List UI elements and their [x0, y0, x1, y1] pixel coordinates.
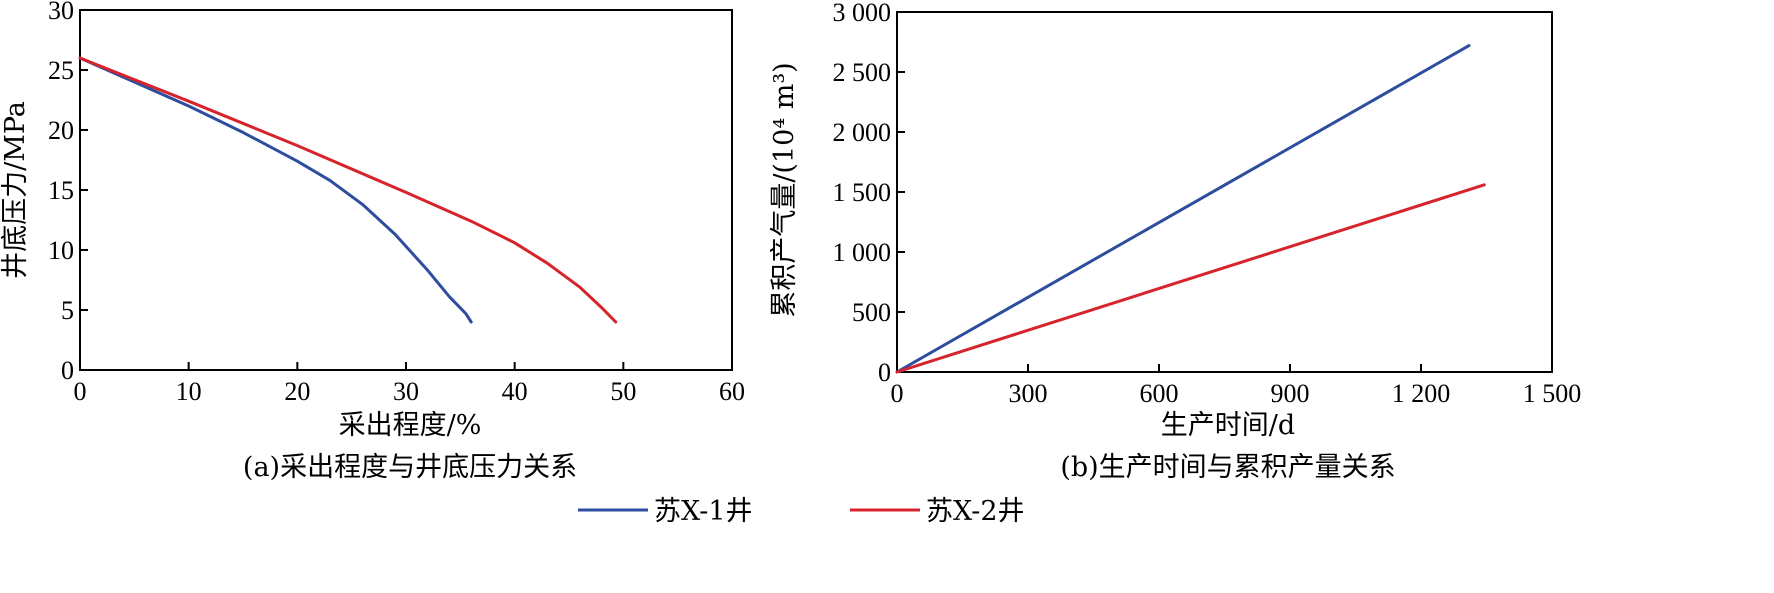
y-tick-label: 2 000	[833, 118, 892, 147]
y-tick-label: 20	[48, 116, 74, 145]
y-tick-label: 1 500	[833, 178, 892, 207]
panel-b-plot-frame	[896, 11, 1553, 373]
x-tick-label: 60	[719, 377, 745, 406]
series-line-1	[895, 44, 1471, 374]
panel-a-y-axis-label: 井底压力/MPa	[0, 101, 31, 279]
x-tick-label: 0	[891, 379, 904, 408]
panel-a-ticks: 0 10 20 30 40 50 60 0 5 10 15 20 25 30	[48, 0, 745, 406]
panel-a-caption: (a)采出程度与井底压力关系	[243, 452, 577, 483]
y-tick-label: 25	[48, 56, 74, 85]
y-tick-label: 2 500	[833, 58, 892, 87]
panel-b-chart: 0 300 600 900 1 200 1 500 0 500 1 000 1 500 2 000 2…	[769, 0, 1581, 483]
x-tick-label: 30	[393, 377, 419, 406]
panel-a-plot-frame	[79, 9, 733, 371]
x-tick-label: 0	[74, 377, 87, 406]
y-tick-label: 0	[61, 356, 74, 385]
x-tick-label: 600	[1140, 379, 1179, 408]
series-line-1	[78, 56, 473, 324]
y-tick-label: 500	[852, 298, 891, 327]
panel-a-series	[78, 56, 618, 324]
x-tick-label: 900	[1271, 379, 1310, 408]
x-tick-label: 1 200	[1392, 379, 1451, 408]
legend-label-series2: 苏X-2井	[926, 496, 1025, 527]
x-tick-label: 20	[284, 377, 310, 406]
legend: 苏X-1井 苏X-2井	[578, 496, 1025, 527]
x-tick-label: 1 500	[1523, 379, 1582, 408]
series-line-2	[78, 56, 618, 324]
legend-label-series1: 苏X-1井	[654, 496, 753, 527]
y-tick-label: 5	[61, 296, 74, 325]
panel-b-ticks: 0 300 600 900 1 200 1 500 0 500 1 000 1 500 2 000 2…	[833, 0, 1582, 408]
panel-b-y-axis-label: 累积产气量/(10⁴ m³)	[769, 62, 800, 317]
x-tick-label: 40	[502, 377, 528, 406]
y-tick-label: 0	[878, 358, 891, 387]
panel-b-x-axis-label: 生产时间/d	[1161, 410, 1295, 441]
y-tick-label: 1 000	[833, 238, 892, 267]
y-tick-label: 15	[48, 176, 74, 205]
x-tick-label: 10	[176, 377, 202, 406]
panel-a-chart: 0 10 20 30 40 50 60 0 5 10 15 20 25 30 采出程度/% 井底压力/MP…	[0, 0, 745, 483]
panel-a-x-axis-label: 采出程度/%	[339, 410, 482, 441]
x-tick-label: 300	[1009, 379, 1048, 408]
series-line-2	[895, 183, 1486, 374]
panel-b-series	[895, 44, 1486, 374]
y-tick-label: 30	[48, 0, 74, 25]
y-tick-label: 10	[48, 236, 74, 265]
y-tick-label: 3 000	[833, 0, 892, 27]
x-tick-label: 50	[610, 377, 636, 406]
panel-b-caption: (b)生产时间与累积产量关系	[1060, 452, 1395, 483]
